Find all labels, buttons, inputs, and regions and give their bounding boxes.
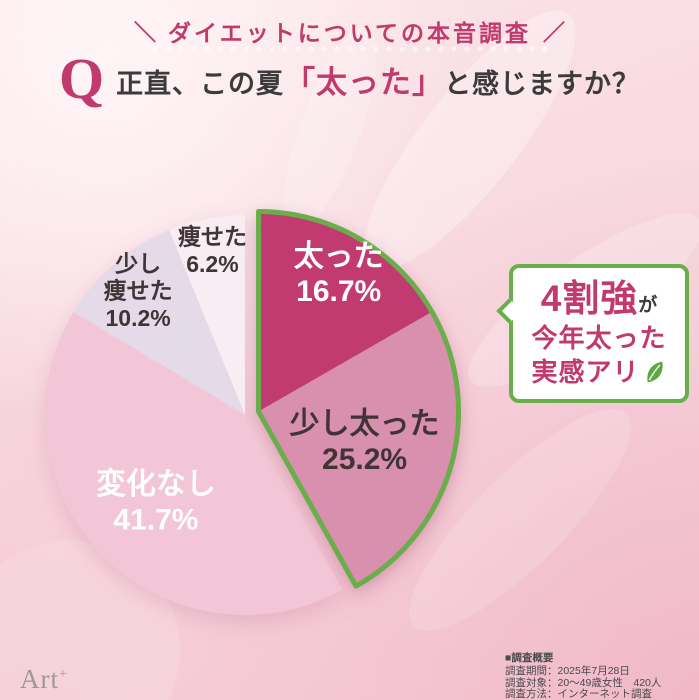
- callout-line3-row: 実感アリ: [517, 359, 681, 385]
- pie-slice-4: [169, 215, 245, 415]
- pie-slice-1: [258, 311, 459, 587]
- highlight-callout: 4割強が 今年太った 実感アリ: [496, 264, 689, 403]
- pie-chart: 太った 16.7% 少し太った 25.2% 変化なし 41.7% 少し痩せた 10.2%痩せた…: [45, 208, 462, 615]
- pie-label-3: 少し痩せた 10.2%: [104, 251, 173, 331]
- callout-big-text: 4割強: [540, 278, 639, 319]
- callout-line2: 今年太った: [531, 323, 667, 353]
- highlight-outline: [256, 208, 462, 589]
- logo: Art+: [20, 664, 68, 695]
- leaf-shape: [409, 409, 631, 631]
- callout-line3: 実感アリ: [531, 357, 640, 387]
- question-post: と感じますか？: [444, 68, 641, 99]
- survey-row: 調査期間：2025年7月28日: [505, 664, 630, 677]
- survey-summary: ■調査概要 調査期間：2025年7月28日 調査対象：20〜49歳女性 420人…: [505, 652, 662, 700]
- decor-slash-right: ／: [543, 20, 566, 45]
- question-pre: 正直、この夏: [116, 68, 285, 99]
- survey-row: 調査方法：インターネット調査: [505, 688, 652, 700]
- decor-slash-left: ＼: [133, 20, 156, 45]
- callout-line1: 4割強が: [517, 280, 681, 317]
- survey-heading: ■調査概要: [505, 652, 554, 664]
- question-text: 正直、この夏「太った」と感じますか？: [116, 57, 640, 102]
- logo-plus: +: [59, 667, 68, 682]
- question-highlight: 「太った」: [284, 64, 445, 100]
- pie-label-1: 少し太った 25.2%: [290, 408, 440, 476]
- pie-slice-3: [73, 229, 246, 415]
- pie-label-4: 痩せた 6.2%: [178, 224, 247, 277]
- leaf-icon: [646, 361, 663, 383]
- pie-label-2: 変化なし 41.7%: [96, 467, 216, 536]
- q-mark: Q: [58, 46, 105, 111]
- survey-title-row: ＼ ダイエットについての本音調査 ／: [0, 14, 699, 48]
- callout-particle: が: [638, 295, 658, 316]
- pie-label-0: 太った 16.7%: [294, 240, 384, 308]
- page-title: ダイエットについての本音調査: [167, 20, 532, 46]
- logo-text: Art: [20, 664, 59, 694]
- question-row: Q 正直、この夏「太った」と感じますか？: [0, 50, 699, 108]
- leaf-shape: [364, 10, 576, 270]
- lace-ornament: [150, 44, 549, 54]
- survey-row: 調査対象：20〜49歳女性 420人: [505, 676, 662, 689]
- leaf-shape: [282, 26, 378, 234]
- pie-slice-2: [45, 312, 343, 615]
